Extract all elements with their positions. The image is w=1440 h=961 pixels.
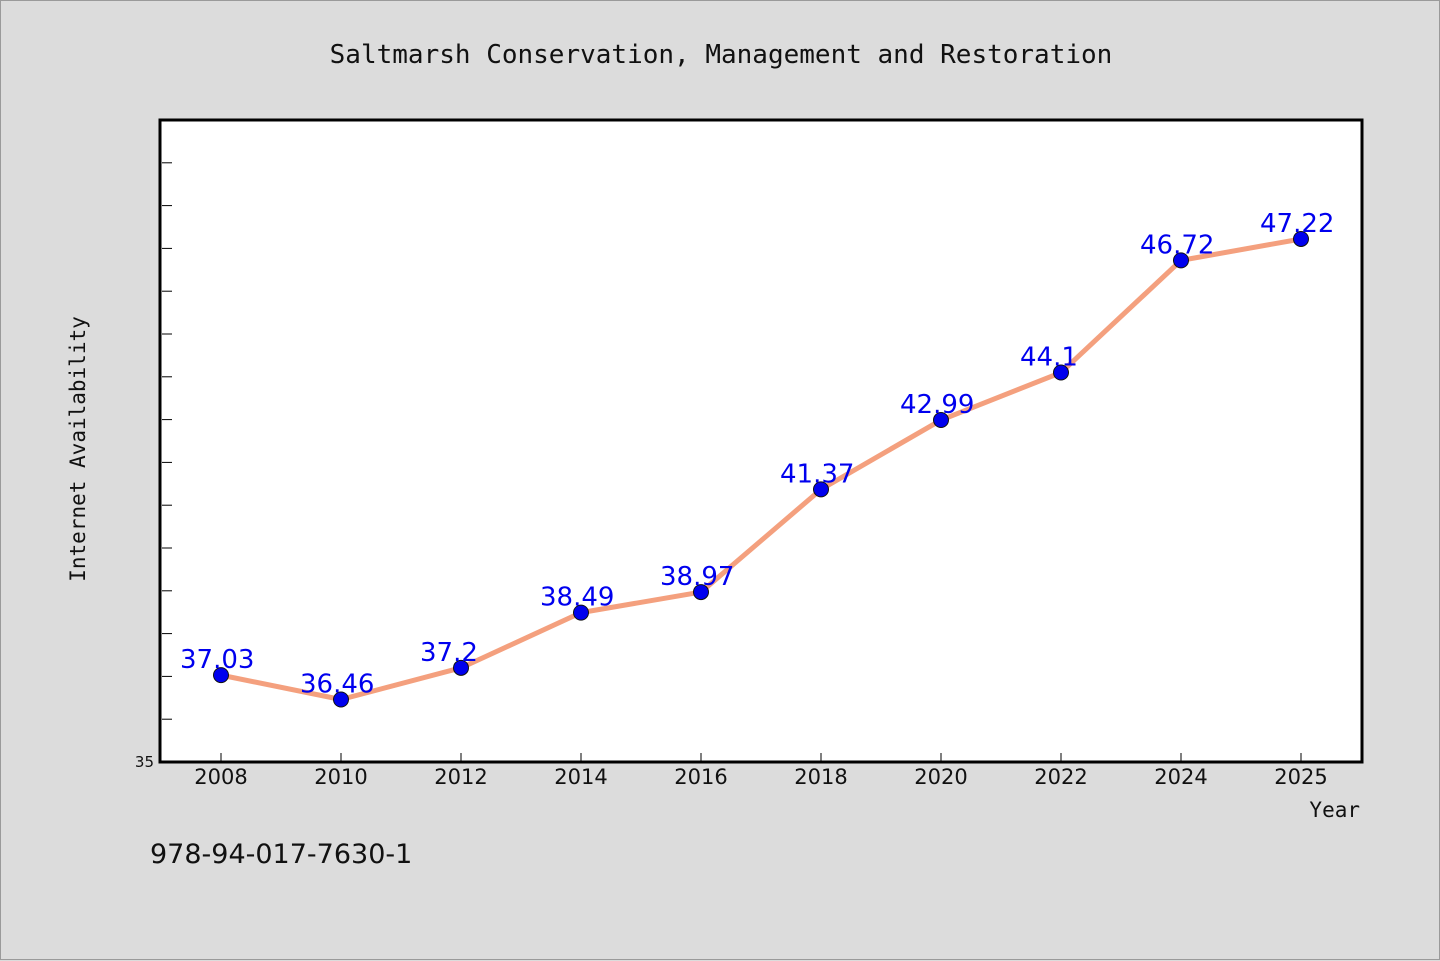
- data-markers: [213, 230, 1309, 708]
- x-tick-label: 2010: [314, 765, 367, 789]
- chart-title: Saltmarsh Conservation, Management and R…: [330, 40, 1113, 70]
- x-tick-label: 2012: [434, 765, 487, 789]
- x-axis-ticks: 2008 2010 2012 2014 2016 2018 2020 2022 2024 2025: [194, 753, 1328, 789]
- data-label: 44.1: [1020, 343, 1078, 373]
- data-label: 41.37: [780, 459, 854, 489]
- data-point: [1173, 252, 1189, 269]
- data-point: [1053, 364, 1069, 381]
- isbn-text: 978-94-017-7630-1: [150, 839, 412, 870]
- data-label: 36.46: [300, 670, 374, 700]
- data-point: [933, 412, 949, 429]
- series-line-group: [218, 236, 1304, 703]
- data-point: [693, 584, 709, 601]
- x-tick-label: 2008: [194, 765, 247, 789]
- x-axis-label: Year: [1309, 798, 1360, 822]
- data-label: 47.22: [1260, 209, 1334, 239]
- data-label: 38.97: [660, 562, 734, 592]
- data-point: [813, 481, 829, 498]
- data-label: 37.2: [420, 638, 478, 668]
- x-tick-label: 2024: [1154, 765, 1207, 789]
- x-tick-label: 2018: [794, 765, 847, 789]
- data-point: [213, 667, 229, 684]
- x-tick-label: 2014: [554, 765, 607, 789]
- x-tick-label: 2022: [1034, 765, 1087, 789]
- plot-area: [158, 118, 1364, 764]
- y-axis-ticks: [162, 162, 172, 720]
- y-tick-label: 35: [135, 753, 154, 771]
- y-axis-label: Internet Availability: [66, 316, 90, 582]
- data-label: 37.03: [180, 645, 254, 675]
- data-labels: 37.03 36.46 37.2 38.49 38.97 41.37 42.99 44.1 46…: [180, 209, 1334, 700]
- data-label: 46.72: [1140, 230, 1214, 260]
- x-tick-label: 2020: [914, 765, 967, 789]
- x-tick-label: 2016: [674, 765, 727, 789]
- data-point: [453, 659, 469, 676]
- series-line: [218, 236, 1304, 703]
- x-tick-label: 2025: [1274, 765, 1327, 789]
- data-point: [1293, 230, 1309, 247]
- data-point: [333, 691, 349, 708]
- data-label: 42.99: [900, 390, 974, 420]
- data-label: 38.49: [540, 583, 614, 613]
- data-point: [573, 604, 589, 621]
